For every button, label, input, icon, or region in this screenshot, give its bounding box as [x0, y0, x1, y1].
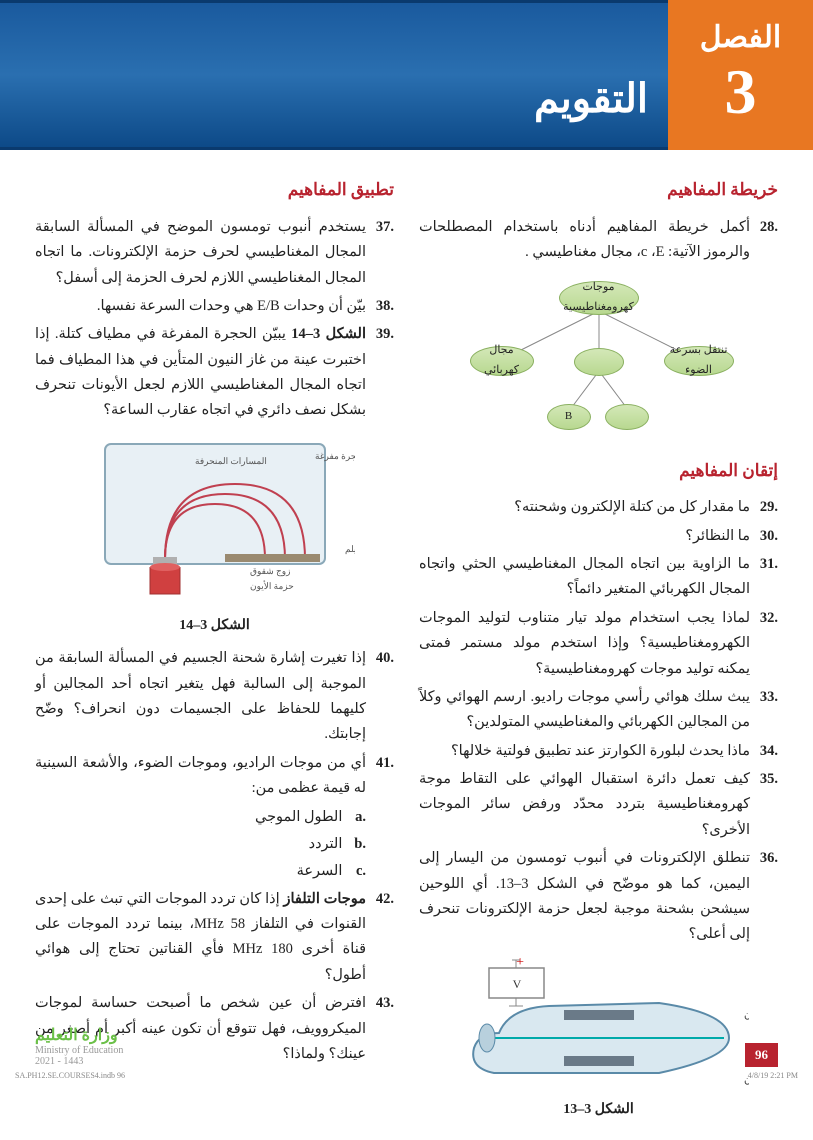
chamber-label: حجرة مفرغة	[315, 451, 355, 462]
q-text: أكمل خريطة المفاهيم أدناه باستخدام المصط…	[419, 215, 750, 266]
svg-text:+: +	[516, 958, 524, 970]
q40: .40إذا تغيرت إشارة شحنة الجسيم في المسأل…	[35, 646, 394, 748]
q-num: .28	[750, 215, 778, 266]
map-node-left: مجال كهربائي	[470, 346, 534, 376]
ministry-ar: وزارة التعليم	[35, 1025, 123, 1045]
q31: .31ما الزاوية بين اتجاه المجال المغناطيس…	[419, 552, 778, 603]
section-apply: تطبيق المفاهيم	[35, 175, 394, 205]
content-area: خريطة المفاهيم .28 أكمل خريطة المفاهيم أ…	[0, 150, 813, 1140]
page-footer: 96 وزارة التعليم Ministry of Education 2…	[0, 1025, 813, 1067]
figure-13-tube: V + اللوح العلوي المشحون اللوح السفلي ال…	[449, 958, 749, 1088]
top-plate-label: اللوح العلوي المشحون	[744, 1010, 749, 1021]
slits-label: زوج شقوق	[250, 566, 290, 577]
q38: .38بيّن أن وحدات E/B هي وحدات السرعة نفس…	[35, 294, 394, 319]
q29: .29ما مقدار كل من كتلة الإلكترون وشحنته؟	[419, 495, 778, 520]
print-meta: SA.PH12.SE.COURSES4.indb 96 4/8/19 2:21 …	[0, 1071, 813, 1080]
fig13-caption: الشكل 3–13	[419, 1098, 778, 1123]
map-node-b2: B	[547, 404, 591, 430]
ministry-en: Ministry of Education	[35, 1045, 123, 1056]
map-node-mid	[574, 348, 624, 376]
q32: .32لماذا يجب استخدام مولد تيار متناوب لت…	[419, 606, 778, 682]
q28: .28 أكمل خريطة المفاهيم أدناه باستخدام ا…	[419, 215, 778, 266]
map-node-b1	[605, 404, 649, 430]
q39: .39الشكل 3–14 يبيّن الحجرة المفرغة في مط…	[35, 322, 394, 424]
assessment-title: التقويم	[534, 75, 648, 122]
q42: .42موجات التلفاز إذا كان تردد الموجات ال…	[35, 887, 394, 989]
chapter-label: الفصل	[668, 20, 813, 55]
q41a: .a الطول الموجي	[35, 805, 394, 830]
ion-label: حزمة الأيون	[250, 580, 294, 592]
print-right: 4/8/19 2:21 PM	[748, 1071, 798, 1080]
q41b: .b التردد	[35, 832, 394, 857]
right-column: خريطة المفاهيم .28 أكمل خريطة المفاهيم أ…	[419, 175, 778, 1130]
film-label: شريحة فيلم	[345, 544, 355, 555]
chapter-tab: الفصل 3	[668, 0, 813, 150]
section-concept-map: خريطة المفاهيم	[419, 175, 778, 205]
concept-map-figure: موجات كهرومغناطيسية تنتقل بسرعة الضوء مج…	[459, 276, 739, 441]
map-node-right: تنتقل بسرعة الضوء	[664, 346, 734, 376]
v-label: V	[512, 977, 521, 991]
figure-14-spectrometer: حجرة مفرغة المسارات المنحرفة شريحة فيلم …	[75, 434, 355, 604]
q34: .34ماذا يحدث لبلورة الكوارتز عند تطبيق ف…	[419, 739, 778, 764]
print-left: SA.PH12.SE.COURSES4.indb 96	[15, 1071, 125, 1080]
section-mastery: إتقان المفاهيم	[419, 456, 778, 486]
fig14-caption: الشكل 3–14	[35, 614, 394, 639]
q41: .41أي من موجات الراديو، وموجات الضوء، وا…	[35, 751, 394, 802]
ministry-year: 2021 - 1443	[35, 1056, 123, 1067]
q37: .37يستخدم أنبوب تومسون الموضح في المسألة…	[35, 215, 394, 291]
left-column: تطبيق المفاهيم .37يستخدم أنبوب تومسون ال…	[35, 175, 394, 1130]
paths-label: المسارات المنحرفة	[195, 456, 267, 467]
q41c: .c السرعة	[35, 859, 394, 884]
q30: .30ما النظائر؟	[419, 524, 778, 549]
ministry-block: وزارة التعليم Ministry of Education 2021…	[35, 1025, 123, 1067]
q35: .35كيف تعمل دائرة استقبال الهوائي على ال…	[419, 767, 778, 843]
q33: .33يبث سلك هوائي رأسي موجات راديو. ارسم …	[419, 685, 778, 736]
page-header: الفصل 3 التقويم	[0, 0, 813, 150]
chapter-number: 3	[668, 60, 813, 124]
map-node-top: موجات كهرومغناطيسية	[559, 281, 639, 315]
q36: .36تنطلق الإلكترونات في أنبوب تومسون من …	[419, 846, 778, 948]
page-number: 96	[745, 1043, 778, 1067]
